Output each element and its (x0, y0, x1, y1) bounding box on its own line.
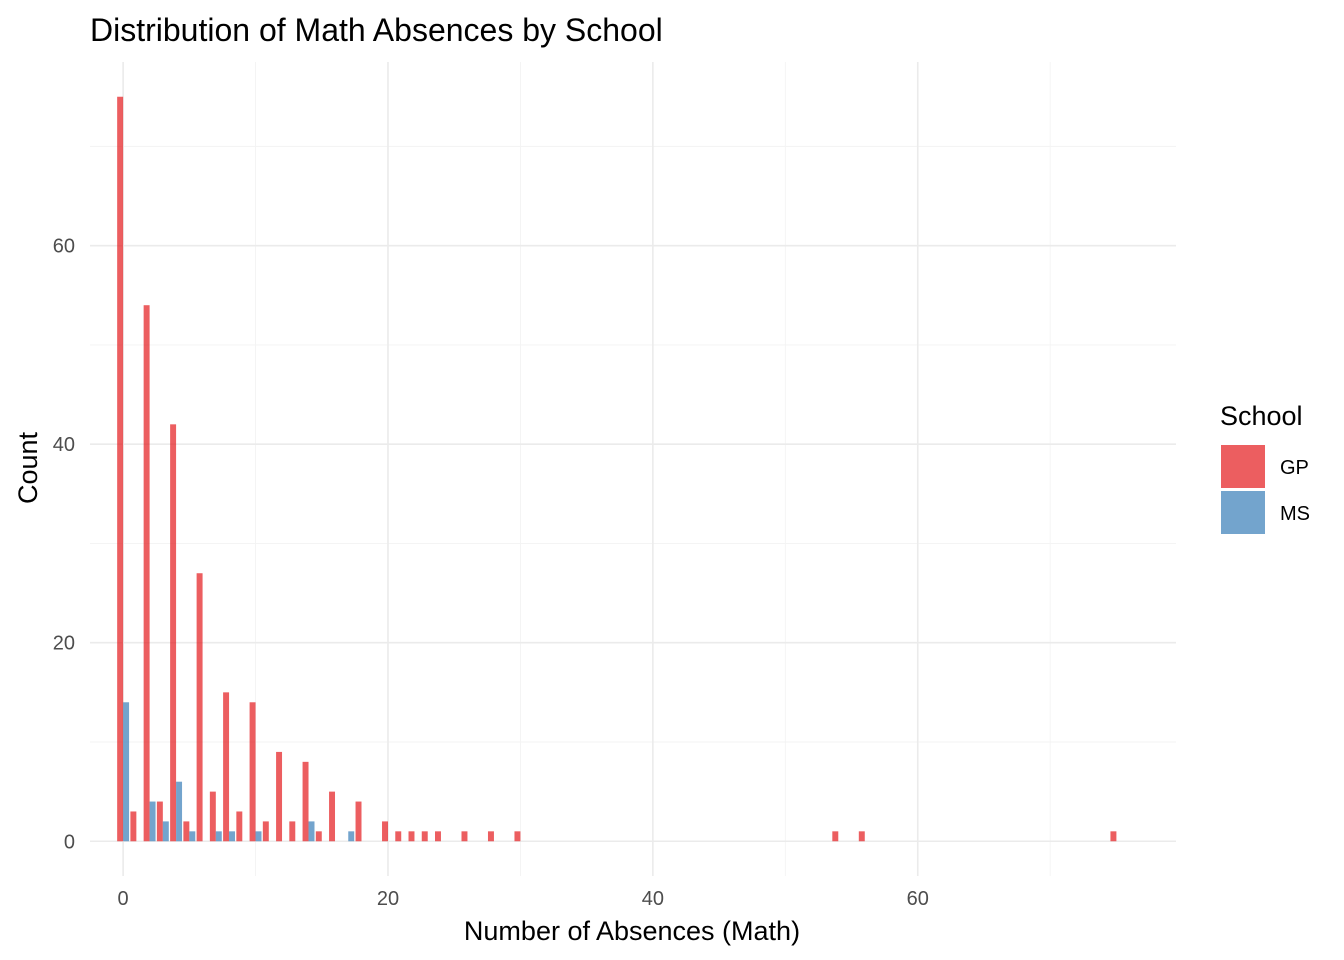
bar-gp (1110, 831, 1117, 842)
legend-key-gp (1221, 445, 1265, 488)
bar-gp (355, 801, 362, 842)
bar-ms (215, 831, 222, 842)
bar-gp (302, 761, 309, 842)
legend: School GP MS (1220, 401, 1310, 534)
bar-ms (162, 821, 169, 842)
bar-gp (117, 96, 124, 842)
bar-gp (421, 831, 428, 842)
bar-gp (289, 821, 296, 842)
legend-key-ms (1221, 491, 1265, 534)
bar-gp (262, 821, 269, 842)
bar-gp (170, 424, 177, 842)
bar-gp (223, 692, 230, 842)
bar-gp (435, 831, 441, 842)
x-tick-label: 40 (642, 888, 664, 910)
bars (117, 96, 1117, 842)
bar-gp (408, 831, 415, 842)
bar-gp (487, 831, 494, 842)
bar-gp (382, 821, 388, 842)
bar-gp (395, 831, 402, 842)
x-tick-label: 20 (377, 888, 399, 910)
y-tick-label: 40 (53, 434, 75, 456)
bar-gp (461, 831, 468, 842)
bar-ms (189, 831, 196, 842)
bar-gp (196, 573, 203, 842)
chart-title: Distribution of Math Absences by School (90, 12, 663, 48)
legend-label-gp: GP (1280, 457, 1309, 479)
legend-items: GP MS (1221, 445, 1310, 534)
bar-gp (130, 811, 137, 842)
bar-gp (143, 305, 150, 842)
bar-ms (123, 702, 130, 842)
bar-ms (308, 821, 315, 842)
bar-gp (156, 801, 163, 842)
grid (90, 62, 1176, 876)
x-tick-label: 60 (907, 888, 929, 910)
y-tick-label: 60 (53, 236, 75, 258)
bar-gp (514, 831, 521, 842)
legend-title: School (1220, 401, 1303, 431)
bar-gp (315, 831, 322, 842)
bar-gp (858, 831, 865, 842)
x-axis-title: Number of Absences (Math) (464, 916, 800, 946)
bar-gp (329, 791, 336, 842)
bar-ms (255, 831, 262, 842)
bar-ms (149, 801, 156, 842)
y-axis-title: Count (13, 431, 43, 504)
bar-ms (176, 781, 183, 842)
y-tick-label: 20 (53, 633, 75, 655)
bar-gp (249, 702, 256, 842)
x-tick-label: 0 (118, 888, 129, 910)
bar-ms (348, 831, 355, 842)
bar-gp (236, 811, 243, 842)
bar-gp (832, 831, 839, 842)
legend-label-ms: MS (1280, 503, 1310, 525)
bar-gp (276, 751, 283, 842)
y-tick-label: 0 (64, 831, 75, 853)
bar-gp (183, 821, 190, 842)
tick-labels: 0 20 40 60 0 20 40 60 (53, 236, 929, 910)
bar-ms (229, 831, 236, 842)
bar-gp (209, 791, 216, 842)
